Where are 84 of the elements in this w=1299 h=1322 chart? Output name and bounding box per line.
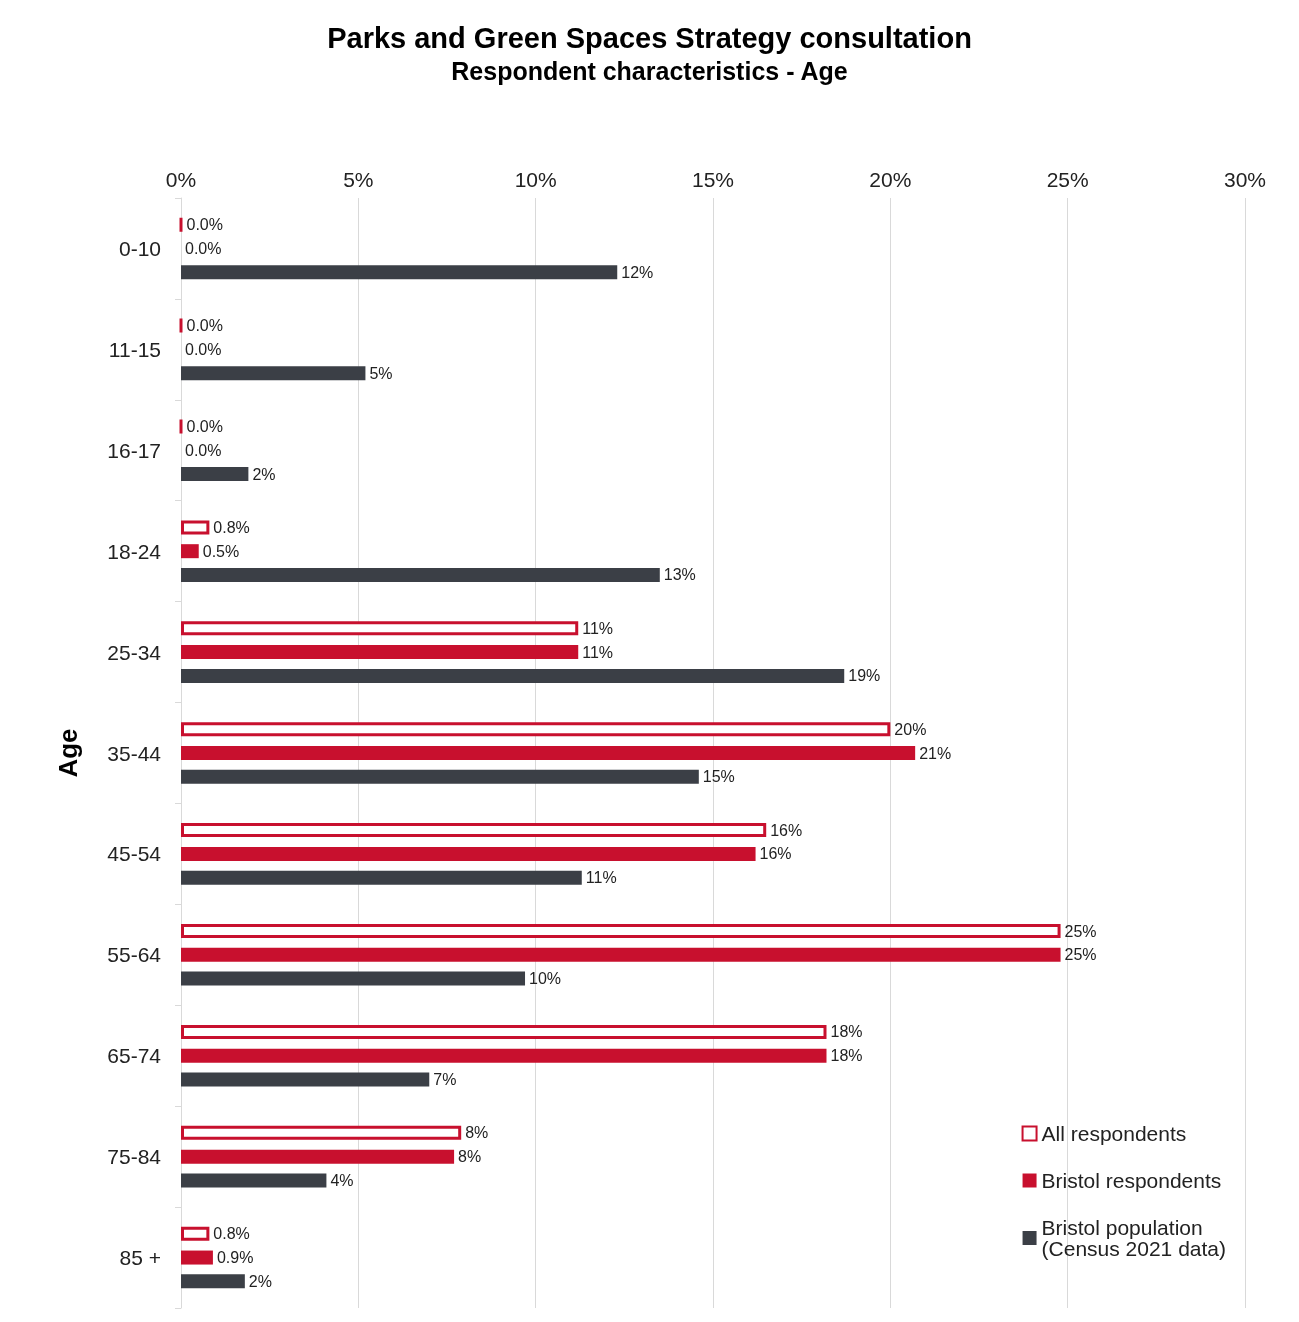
y-tick-label: 16-17 bbox=[107, 438, 161, 462]
bar bbox=[181, 1226, 210, 1241]
data-label: 13% bbox=[663, 566, 696, 584]
y-tick-label: 75-84 bbox=[107, 1145, 162, 1169]
bar bbox=[181, 668, 845, 683]
y-tick-label: 45-54 bbox=[107, 842, 162, 866]
y-tick-label: 55-64 bbox=[107, 943, 162, 967]
x-tick-label: 20% bbox=[869, 168, 912, 191]
data-label: 15% bbox=[702, 768, 735, 786]
bar bbox=[181, 567, 660, 582]
bar bbox=[181, 520, 210, 535]
data-label: 18% bbox=[830, 1047, 863, 1065]
x-tick-label: 10% bbox=[514, 168, 557, 191]
data-label: 0.8% bbox=[213, 1225, 250, 1243]
bar bbox=[181, 1125, 462, 1140]
bar bbox=[181, 722, 891, 737]
y-tick-label: 25-34 bbox=[107, 640, 162, 664]
data-label: 12% bbox=[621, 263, 654, 281]
bar bbox=[181, 1274, 245, 1289]
bar bbox=[181, 645, 579, 660]
bar bbox=[181, 1173, 327, 1188]
data-label: 7% bbox=[433, 1071, 457, 1089]
legend-label: Bristol population (Census 2021 data) bbox=[1041, 1216, 1227, 1260]
data-label: 2% bbox=[252, 465, 276, 483]
bar bbox=[181, 1048, 827, 1063]
data-label: 0.0% bbox=[185, 441, 222, 459]
data-label: 0.8% bbox=[213, 518, 250, 536]
data-label: 11% bbox=[585, 869, 617, 887]
bar bbox=[181, 544, 199, 559]
x-tick-label: 5% bbox=[343, 168, 374, 191]
data-label: 0.0% bbox=[186, 417, 223, 435]
bar bbox=[181, 621, 579, 636]
data-label: 21% bbox=[919, 744, 952, 762]
chart-subtitle: Respondent characteristics - Age bbox=[451, 56, 848, 85]
data-label: 0.0% bbox=[186, 216, 223, 234]
x-tick-label: 15% bbox=[691, 168, 735, 191]
bar bbox=[181, 924, 1061, 939]
data-label: 2% bbox=[248, 1272, 272, 1290]
bar bbox=[181, 1250, 213, 1265]
bar bbox=[181, 1149, 455, 1164]
data-label: 0.0% bbox=[186, 317, 223, 335]
y-tick-label: 0-10 bbox=[118, 236, 161, 260]
y-tick-label: 18-24 bbox=[107, 539, 162, 563]
bar bbox=[181, 1072, 430, 1087]
data-label: 25% bbox=[1064, 946, 1097, 964]
bar bbox=[181, 1024, 827, 1039]
y-tick-label: 65-74 bbox=[107, 1044, 162, 1068]
x-tick-label: 30% bbox=[1223, 168, 1267, 191]
bar bbox=[181, 769, 699, 784]
data-label: 0.5% bbox=[202, 542, 240, 560]
bar bbox=[181, 823, 767, 838]
data-label: 16% bbox=[770, 821, 803, 839]
y-axis-title: Age bbox=[53, 728, 83, 778]
bar bbox=[181, 746, 916, 760]
data-label: 18% bbox=[830, 1023, 863, 1041]
data-label: 0.9% bbox=[216, 1249, 254, 1267]
x-tick-label: 0% bbox=[165, 168, 197, 191]
data-label: 20% bbox=[894, 720, 927, 738]
data-label: 5% bbox=[369, 364, 393, 382]
chart-title: Parks and Green Spaces Strategy consultation bbox=[327, 21, 972, 54]
y-tick-label: 85 + bbox=[119, 1246, 161, 1270]
x-tick-label: 25% bbox=[1046, 168, 1089, 191]
data-label: 19% bbox=[848, 667, 881, 685]
y-tick-label: 11-15 bbox=[108, 337, 161, 361]
data-label: 11% bbox=[582, 643, 614, 661]
data-label: 8% bbox=[458, 1148, 482, 1166]
bar bbox=[181, 971, 526, 986]
legend-label: All respondents bbox=[1041, 1122, 1187, 1145]
bar bbox=[181, 366, 366, 381]
data-label: 4% bbox=[330, 1171, 354, 1189]
y-tick-label: 35-44 bbox=[107, 741, 162, 765]
data-label: 25% bbox=[1064, 922, 1097, 940]
data-label: 0.0% bbox=[185, 340, 222, 358]
bar bbox=[181, 870, 582, 885]
bar bbox=[181, 846, 756, 861]
legend-label: Bristol respondents bbox=[1041, 1169, 1222, 1192]
bar bbox=[181, 467, 249, 482]
data-label: 11% bbox=[582, 619, 614, 637]
bar bbox=[181, 265, 618, 280]
data-label: 10% bbox=[529, 970, 562, 988]
data-label: 16% bbox=[759, 845, 792, 863]
data-label: 8% bbox=[465, 1124, 489, 1142]
data-label: 0.0% bbox=[185, 239, 222, 257]
bar bbox=[181, 947, 1061, 962]
